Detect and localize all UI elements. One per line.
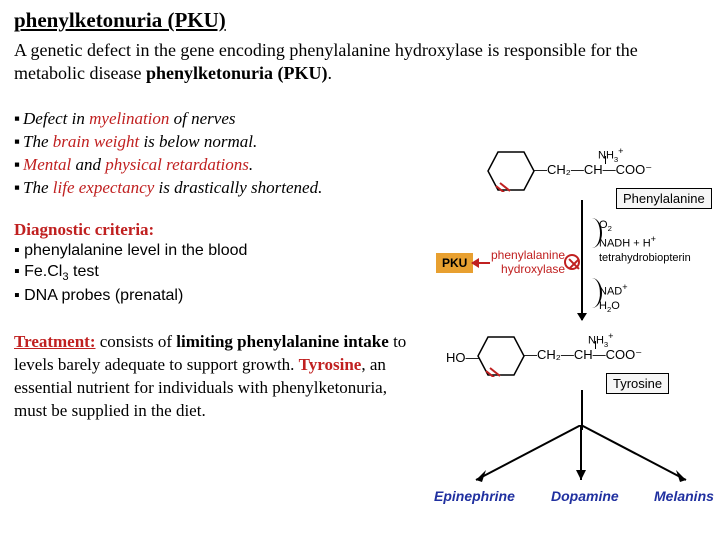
intro-post: . xyxy=(327,63,332,83)
page-title: phenylketonuria (PKU) xyxy=(14,8,706,33)
enzyme-label: phenylalanine hydroxylase xyxy=(491,248,565,277)
curve-out-icon xyxy=(582,278,602,308)
tyr-nh3: NH3+ xyxy=(588,331,614,349)
phe-nh3: NH3+ xyxy=(598,146,624,164)
branch-stem xyxy=(581,390,583,430)
phenylalanine-structure xyxy=(486,150,536,197)
phenylalanine-label: Phenylalanine xyxy=(616,188,712,209)
benzene-ring-icon xyxy=(476,335,526,377)
ho-label: HO— xyxy=(446,350,479,365)
intro-bold: phenylketonuria (PKU) xyxy=(146,63,328,83)
tyrosine-structure xyxy=(476,335,526,382)
epinephrine-label: Epinephrine xyxy=(434,488,515,504)
dopamine-label: Dopamine xyxy=(551,488,619,504)
symptom-1: Defect in myelination of nerves xyxy=(14,108,706,131)
product-branches-icon xyxy=(456,425,706,495)
tyr-chain: —CH₂—CH—COO⁻ xyxy=(524,347,642,363)
benzene-ring-icon xyxy=(486,150,536,192)
block-icon xyxy=(564,254,580,270)
pku-arrow-icon xyxy=(472,262,490,264)
melanins-label: Melanins xyxy=(654,488,714,504)
intro-paragraph: A genetic defect in the gene encoding ph… xyxy=(14,39,706,86)
curve-in-icon xyxy=(582,218,602,248)
cofactors-in: O2 NADH + H+ tetrahydrobiopterin xyxy=(599,218,691,265)
treatment-head: Treatment: xyxy=(14,332,96,351)
treatment-paragraph: Treatment: consists of limiting phenylal… xyxy=(14,331,424,423)
cofactors-out: NAD+ H2O xyxy=(599,282,628,315)
pku-block: PKU xyxy=(436,253,473,273)
phe-chain: —CH₂—CH—COO⁻ xyxy=(534,162,652,178)
tyrosine-label: Tyrosine xyxy=(606,373,669,394)
reaction-arrow-icon xyxy=(581,200,583,320)
reaction-diagram: —CH₂—CH—COO⁻ NH3+ Phenylalanine O2 NADH … xyxy=(436,140,716,530)
